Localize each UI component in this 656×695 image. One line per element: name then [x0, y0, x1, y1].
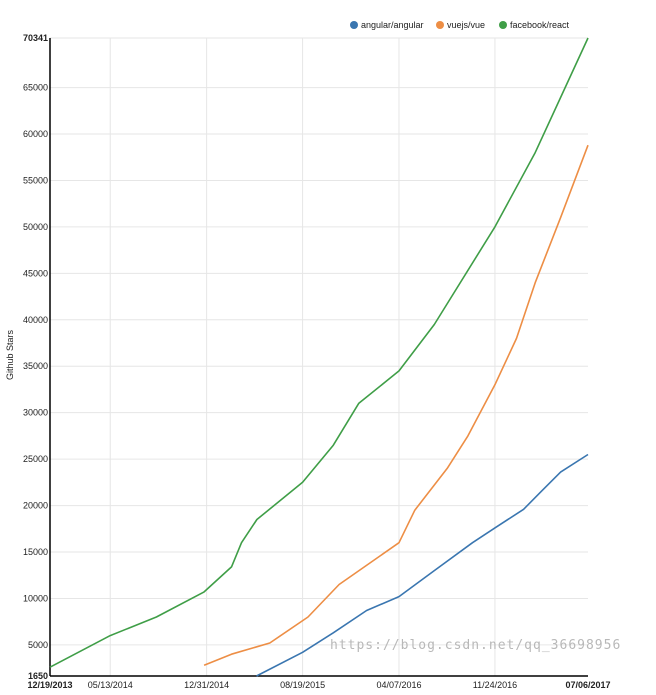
chart-axes — [49, 38, 588, 677]
y-tick-label: 10000 — [23, 593, 48, 603]
chart-legend: angular/angular vuejs/vue facebook/react — [350, 20, 570, 30]
series-line-angular-angular — [256, 453, 589, 677]
x-tick-label: 12/19/2013 — [27, 680, 72, 690]
y-tick-label: 15000 — [23, 547, 48, 557]
y-tick-label: 65000 — [23, 83, 48, 93]
y-axis-ticks: 70341 65000 60000 55000 50000 45000 40000 35000… — [23, 33, 48, 681]
x-tick-label: 11/24/2016 — [473, 680, 517, 690]
y-tick-label: 60000 — [23, 129, 48, 139]
x-tick-label: 08/19/2015 — [280, 680, 325, 690]
y-tick-label: 25000 — [23, 454, 48, 464]
y-tick-label: 1650 — [28, 671, 48, 681]
legend-swatch — [499, 21, 507, 29]
watermark: https://blog.csdn.net/qq_36698956 — [330, 638, 622, 653]
x-tick-label: 04/07/2016 — [376, 680, 421, 690]
y-tick-label: 40000 — [23, 315, 48, 325]
legend-label: facebook/react — [510, 20, 570, 30]
y-tick-label: 35000 — [23, 361, 48, 371]
y-tick-label: 30000 — [23, 408, 48, 418]
y-axis-label: Github Stars — [5, 329, 15, 380]
series-line-facebook-react — [49, 37, 589, 668]
y-tick-label: 70341 — [23, 33, 48, 43]
legend-swatch — [436, 21, 444, 29]
y-tick-label: 50000 — [23, 222, 48, 232]
x-tick-label: 12/31/2014 — [184, 680, 229, 690]
legend-swatch — [350, 21, 358, 29]
y-tick-label: 55000 — [23, 175, 48, 185]
legend-label: angular/angular — [361, 20, 424, 30]
x-axis-ticks: 12/19/2013 05/13/2014 12/31/2014 08/19/2015… — [27, 680, 610, 690]
y-tick-label: 5000 — [28, 640, 48, 650]
x-tick-label: 07/06/2017 — [565, 680, 610, 690]
legend-label: vuejs/vue — [447, 20, 485, 30]
y-tick-label: 20000 — [23, 501, 48, 511]
x-tick-label: 05/13/2014 — [88, 680, 133, 690]
y-tick-label: 45000 — [23, 268, 48, 278]
series-line-vuejs-vue — [203, 144, 589, 667]
chart-series-lines — [49, 37, 589, 677]
chart-grid — [50, 37, 588, 676]
